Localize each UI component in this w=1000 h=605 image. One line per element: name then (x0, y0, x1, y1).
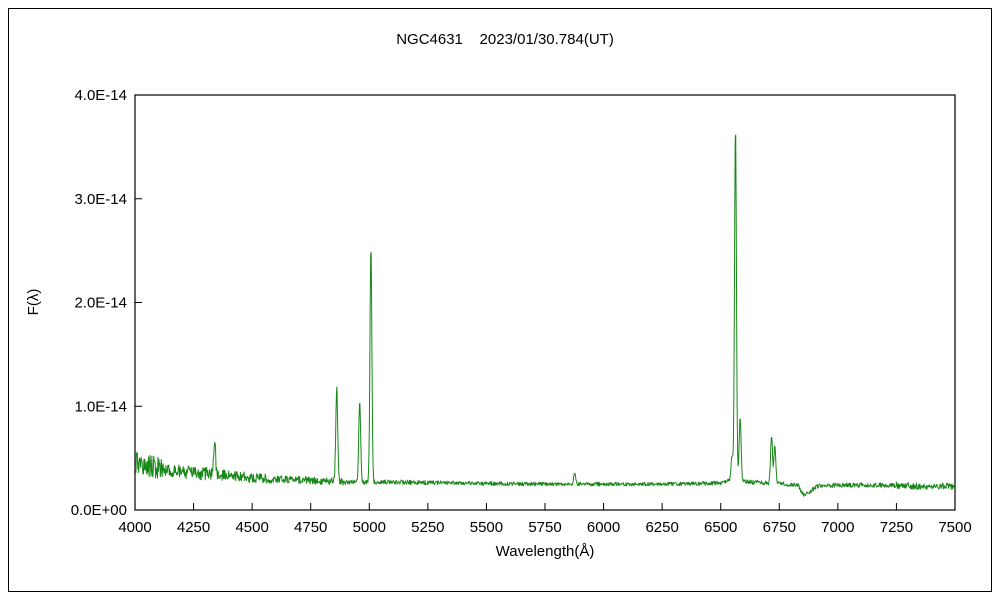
outer-border (8, 8, 992, 592)
plot-border (134, 94, 956, 511)
chart-title: NGC4631 2023/01/30.784(UT) (396, 31, 614, 48)
x-tick-label: 6750 (763, 519, 796, 536)
x-tick-label: 7500 (938, 519, 971, 536)
y-tick-label: 3.0E-14 (74, 191, 127, 208)
x-tick-label: 5750 (528, 519, 561, 536)
x-tick-label: 4250 (177, 519, 210, 536)
x-tick-label: 6000 (587, 519, 620, 536)
x-tick-label: 4000 (118, 519, 151, 536)
x-tick-label: 7250 (880, 519, 913, 536)
axis-ticks: 4000 4250 4500 4750 5000 5250 5500 5750 6000 6250… (71, 87, 972, 536)
y-tick-label: 2.0E-14 (74, 295, 127, 312)
x-tick-label: 6250 (645, 519, 678, 536)
y-axis-label: F(λ) (25, 289, 42, 316)
y-tick-label: 1.0E-14 (74, 398, 127, 415)
y-tick-label: 0.0E+00 (71, 502, 127, 519)
x-tick-label: 6500 (704, 519, 737, 536)
x-tick-label: 4750 (294, 519, 327, 536)
x-tick-label: 5500 (470, 519, 503, 536)
spectrum-line (134, 134, 956, 497)
y-tick-label: 4.0E-14 (74, 87, 127, 104)
x-tick-label: 5000 (353, 519, 386, 536)
x-axis-label: Wavelength(Å) (496, 543, 595, 560)
x-tick-label: 7000 (821, 519, 854, 536)
x-tick-label: 5250 (411, 519, 444, 536)
x-tick-label: 4500 (235, 519, 268, 536)
